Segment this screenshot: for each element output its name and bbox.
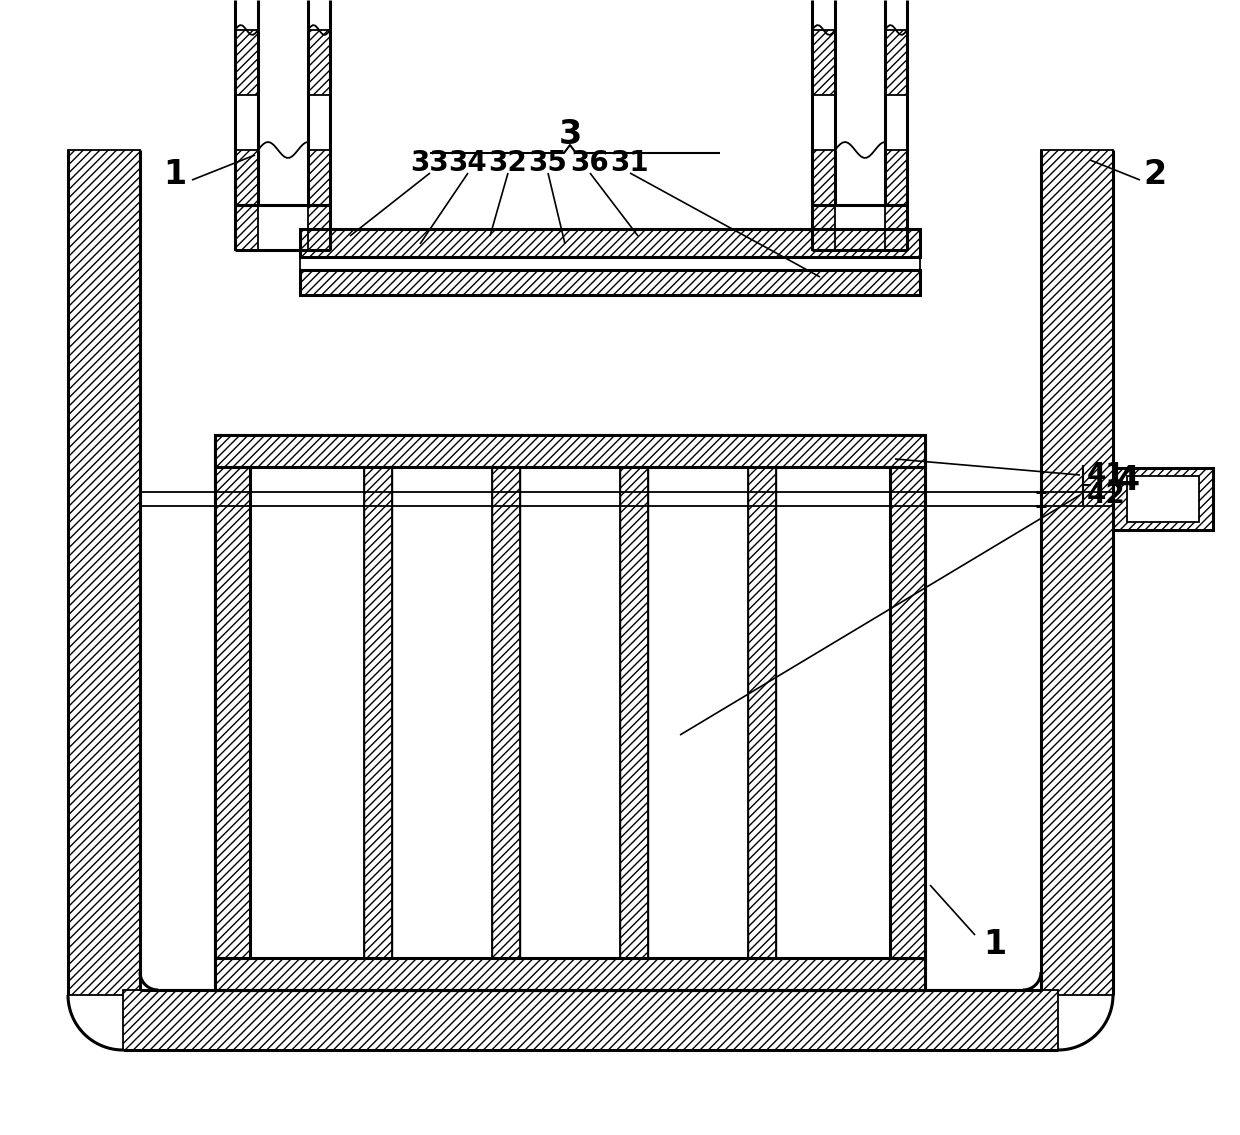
Bar <box>215 435 925 466</box>
Bar <box>215 435 925 990</box>
Bar <box>885 205 906 250</box>
Bar <box>236 150 258 205</box>
Text: 1: 1 <box>164 159 186 192</box>
Bar <box>748 466 776 958</box>
Bar <box>300 257 920 270</box>
Bar <box>885 150 906 205</box>
Bar <box>885 30 906 95</box>
Bar <box>812 150 835 205</box>
Text: 34: 34 <box>449 149 487 177</box>
Text: 42: 42 <box>1087 481 1126 508</box>
Bar <box>812 205 835 250</box>
Text: 36: 36 <box>570 149 609 177</box>
Bar <box>308 150 330 205</box>
Bar <box>300 229 920 257</box>
Bar <box>1145 484 1173 515</box>
Bar <box>215 466 250 958</box>
Text: 1: 1 <box>983 928 1007 961</box>
Bar <box>300 270 920 295</box>
Bar <box>492 466 520 958</box>
Bar <box>215 958 925 990</box>
Bar <box>308 30 330 95</box>
Bar <box>890 466 925 958</box>
Text: 35: 35 <box>528 149 568 177</box>
Bar <box>123 990 1058 1050</box>
Bar <box>620 466 649 958</box>
Bar <box>300 270 920 295</box>
Bar <box>890 466 925 958</box>
Text: 4: 4 <box>1117 463 1140 496</box>
Bar <box>1127 476 1199 522</box>
Bar <box>215 435 925 466</box>
Text: 32: 32 <box>489 149 527 177</box>
Bar <box>620 466 649 958</box>
Bar <box>492 466 520 958</box>
Bar <box>365 466 392 958</box>
Bar <box>258 150 308 250</box>
Bar <box>835 150 885 250</box>
Text: 33: 33 <box>410 149 449 177</box>
Bar <box>308 205 330 250</box>
Bar <box>300 229 920 257</box>
Bar <box>365 466 392 958</box>
Bar <box>812 30 835 95</box>
Bar <box>236 205 258 250</box>
Bar <box>1114 468 1213 530</box>
Bar <box>1042 150 1114 995</box>
Bar <box>68 150 140 995</box>
Text: 31: 31 <box>610 149 650 177</box>
Bar <box>215 466 250 958</box>
Text: 41: 41 <box>1087 461 1126 489</box>
Bar <box>1114 468 1213 530</box>
Text: 2: 2 <box>1143 159 1167 192</box>
Text: 3: 3 <box>558 118 582 151</box>
Bar <box>748 466 776 958</box>
Bar <box>236 30 258 95</box>
Bar <box>215 958 925 990</box>
